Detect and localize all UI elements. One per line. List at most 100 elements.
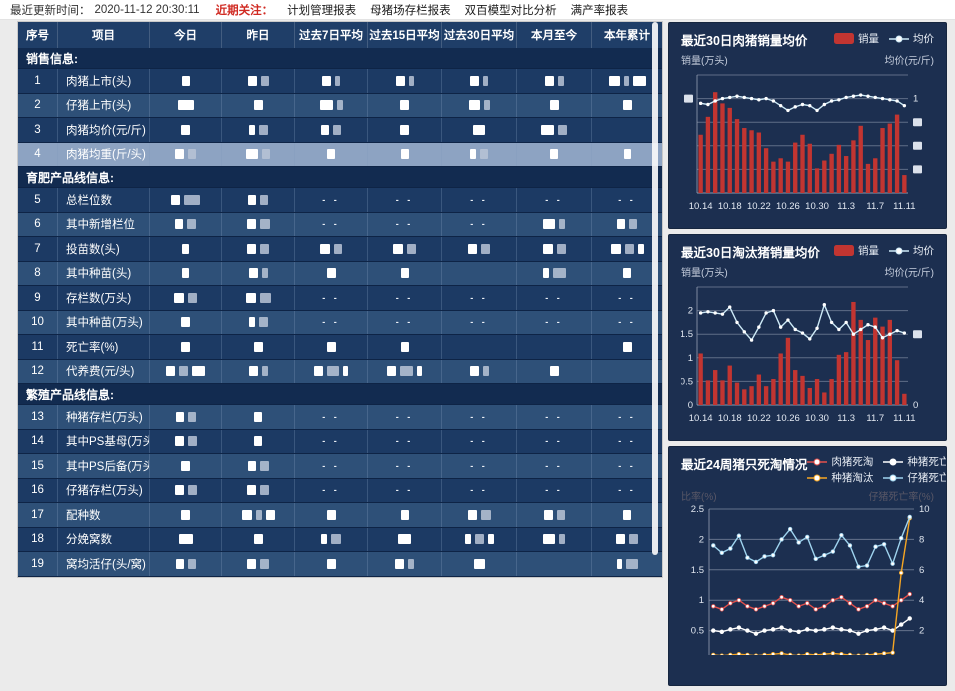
legend-item-avg-price[interactable]: 均价 <box>889 31 934 46</box>
legend-item-avg-price[interactable]: 均价 <box>889 243 934 258</box>
table-row[interactable]: 8 其中种苗(头) <box>18 261 662 286</box>
value-cell <box>368 69 442 93</box>
table-row[interactable]: 5 总栏位数 - - - - - - - - - - <box>18 188 662 213</box>
redacted-value-block <box>260 75 269 86</box>
chart-card-header: 最近24周猪只死淘情况 肉猪死淘 种猪死亡 种猪淘汰 仔猪死亡 <box>681 454 946 485</box>
line-dot <box>779 651 784 655</box>
line-dot <box>736 625 742 630</box>
table-row[interactable]: 19 窝均活仔(头/窝) <box>18 552 662 577</box>
table-row[interactable]: 1 肉猪上市(头) <box>18 69 662 94</box>
line-dot <box>881 542 887 547</box>
redacted-value-block <box>557 75 564 86</box>
legend-item-sales[interactable]: 销量 <box>834 31 879 46</box>
chart-card-header: 最近30日肉猪销量均价 销量 均价 <box>681 30 934 49</box>
line-dot <box>753 559 759 565</box>
line-dot <box>839 651 844 655</box>
line-dot <box>822 627 827 632</box>
chart-card-death-cull-24w: 最近24周猪只死淘情况 肉猪死淘 种猪死亡 种猪淘汰 仔猪死亡 比率(%) 仔猪死亡率(%)… <box>668 446 947 686</box>
legend-item-种猪淘汰[interactable]: 种猪淘汰 <box>807 470 873 485</box>
legend-item-sales[interactable]: 销量 <box>834 243 879 258</box>
avg-line-legend-icon <box>807 474 828 481</box>
line-dot <box>907 616 912 621</box>
redacted-value-block <box>610 243 621 254</box>
row-number: 3 <box>18 118 58 142</box>
redacted-value-block <box>253 534 263 545</box>
line-dot <box>881 625 887 630</box>
redacted-value-block <box>608 75 620 86</box>
redacted-value-block <box>622 341 632 352</box>
menu-item-2[interactable]: 母猪场存栏报表 <box>370 4 451 17</box>
value-cell: - - <box>592 405 662 429</box>
table-scrollbar[interactable] <box>652 22 658 555</box>
legend-item-仔猪死亡[interactable]: 仔猪死亡 <box>883 470 947 485</box>
value-cell <box>442 69 517 93</box>
value-cell: - - <box>368 286 442 310</box>
redacted-value-block <box>464 534 471 545</box>
bar <box>778 158 783 193</box>
line-dot <box>764 96 768 101</box>
bar <box>749 130 754 193</box>
column-header: 过去7日平均 <box>295 22 368 48</box>
row-label: 总栏位数 <box>58 188 150 212</box>
legend-item-肉猪死淘[interactable]: 肉猪死淘 <box>807 454 873 469</box>
table-row[interactable]: 16 仔猪存栏(万头) - - - - - - - - - - <box>18 478 662 503</box>
updated-time-label: 最近更新时间： <box>10 4 91 17</box>
line-dot <box>859 327 863 332</box>
table-row[interactable]: 15 其中PS后备(万头) - - - - - - - - - - <box>18 454 662 479</box>
table-row[interactable]: 2 仔猪上市(头) <box>18 93 662 118</box>
column-header: 本月至今 <box>517 22 592 48</box>
legend-label: 仔猪死亡 <box>907 472 947 484</box>
table-row[interactable]: 14 其中PS基母(万头) - - - - - - - - - - <box>18 429 662 454</box>
redacted-value-block <box>327 149 335 160</box>
redacted-dash: - - <box>395 485 414 496</box>
table-row[interactable]: 6 其中新增栏位 - - - - - - <box>18 212 662 237</box>
x-axis-label: 10.18 <box>718 201 742 212</box>
menu-item-1[interactable]: 计划管理报表 <box>287 4 357 17</box>
value-cell <box>295 503 368 527</box>
value-cell <box>150 335 222 359</box>
redacted-value-block <box>187 219 196 230</box>
value-cell <box>222 142 295 166</box>
value-cell <box>295 359 368 383</box>
line-dot <box>822 553 827 558</box>
line-dot <box>793 327 797 332</box>
table-row[interactable]: 7 投苗数(头) <box>18 237 662 262</box>
table-row[interactable]: 12 代养费(元/头) <box>18 359 662 384</box>
line-dot <box>880 96 885 101</box>
line-dot <box>736 533 742 538</box>
table-row[interactable]: 11 死亡率(%) <box>18 335 662 360</box>
menu-item-3[interactable]: 双百模型对比分析 <box>464 4 557 17</box>
table-row[interactable]: 13 种猪存栏(万头) - - - - - - - - - - <box>18 405 662 430</box>
value-cell: - - <box>368 212 442 236</box>
line-dot <box>839 532 844 538</box>
redacted-value-block <box>622 100 632 111</box>
menu-item-4[interactable]: 满产率报表 <box>570 4 629 17</box>
value-cell <box>150 503 222 527</box>
redacted-dash: - - <box>322 194 340 205</box>
line-dot <box>859 93 863 97</box>
line-dot <box>796 540 801 545</box>
value-cell <box>295 527 368 551</box>
legend-item-种猪死亡[interactable]: 种猪死亡 <box>883 454 946 469</box>
table-row[interactable]: 18 分娩窝数 <box>18 527 662 552</box>
table-row[interactable]: 10 其中种苗(万头) - - - - - - - - - - <box>18 310 662 335</box>
redacted-dash: - - <box>395 317 414 328</box>
redacted-value-block <box>395 75 405 86</box>
table-row-selected[interactable]: 4 肉猪均重(斤/头) <box>18 142 662 167</box>
table-row[interactable]: 9 存栏数(万头) - - - - - - - - - - <box>18 286 662 311</box>
bar <box>865 340 871 405</box>
bar <box>734 119 740 193</box>
table-row[interactable]: 3 肉猪均价(元/斤) <box>18 118 662 143</box>
line-dot <box>745 652 750 655</box>
value-cell <box>368 118 442 142</box>
value-cell <box>150 118 222 142</box>
bar <box>771 161 776 193</box>
redacted-dash: - - <box>470 292 488 303</box>
redacted-value-block <box>543 534 555 545</box>
value-cell <box>368 527 442 551</box>
line-dot <box>822 604 827 609</box>
line-dot <box>779 537 784 542</box>
redacted-value-block <box>187 436 197 447</box>
table-row[interactable]: 17 配种数 <box>18 503 662 528</box>
line-dot <box>898 535 904 541</box>
